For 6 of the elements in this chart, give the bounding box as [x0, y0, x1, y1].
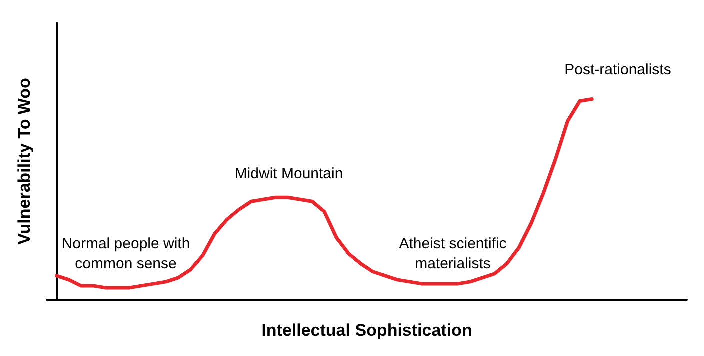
annotation: Normal people with common sense [62, 236, 190, 272]
x-axis-title: Intellectual Sophistication [262, 321, 472, 340]
annotation: Atheist scientific materialists [399, 236, 508, 272]
y-axis-title: Vulnerability To Woo [15, 78, 34, 245]
text: Post-rationalists [564, 62, 672, 78]
annotation: Midwit Mountain [234, 166, 344, 182]
